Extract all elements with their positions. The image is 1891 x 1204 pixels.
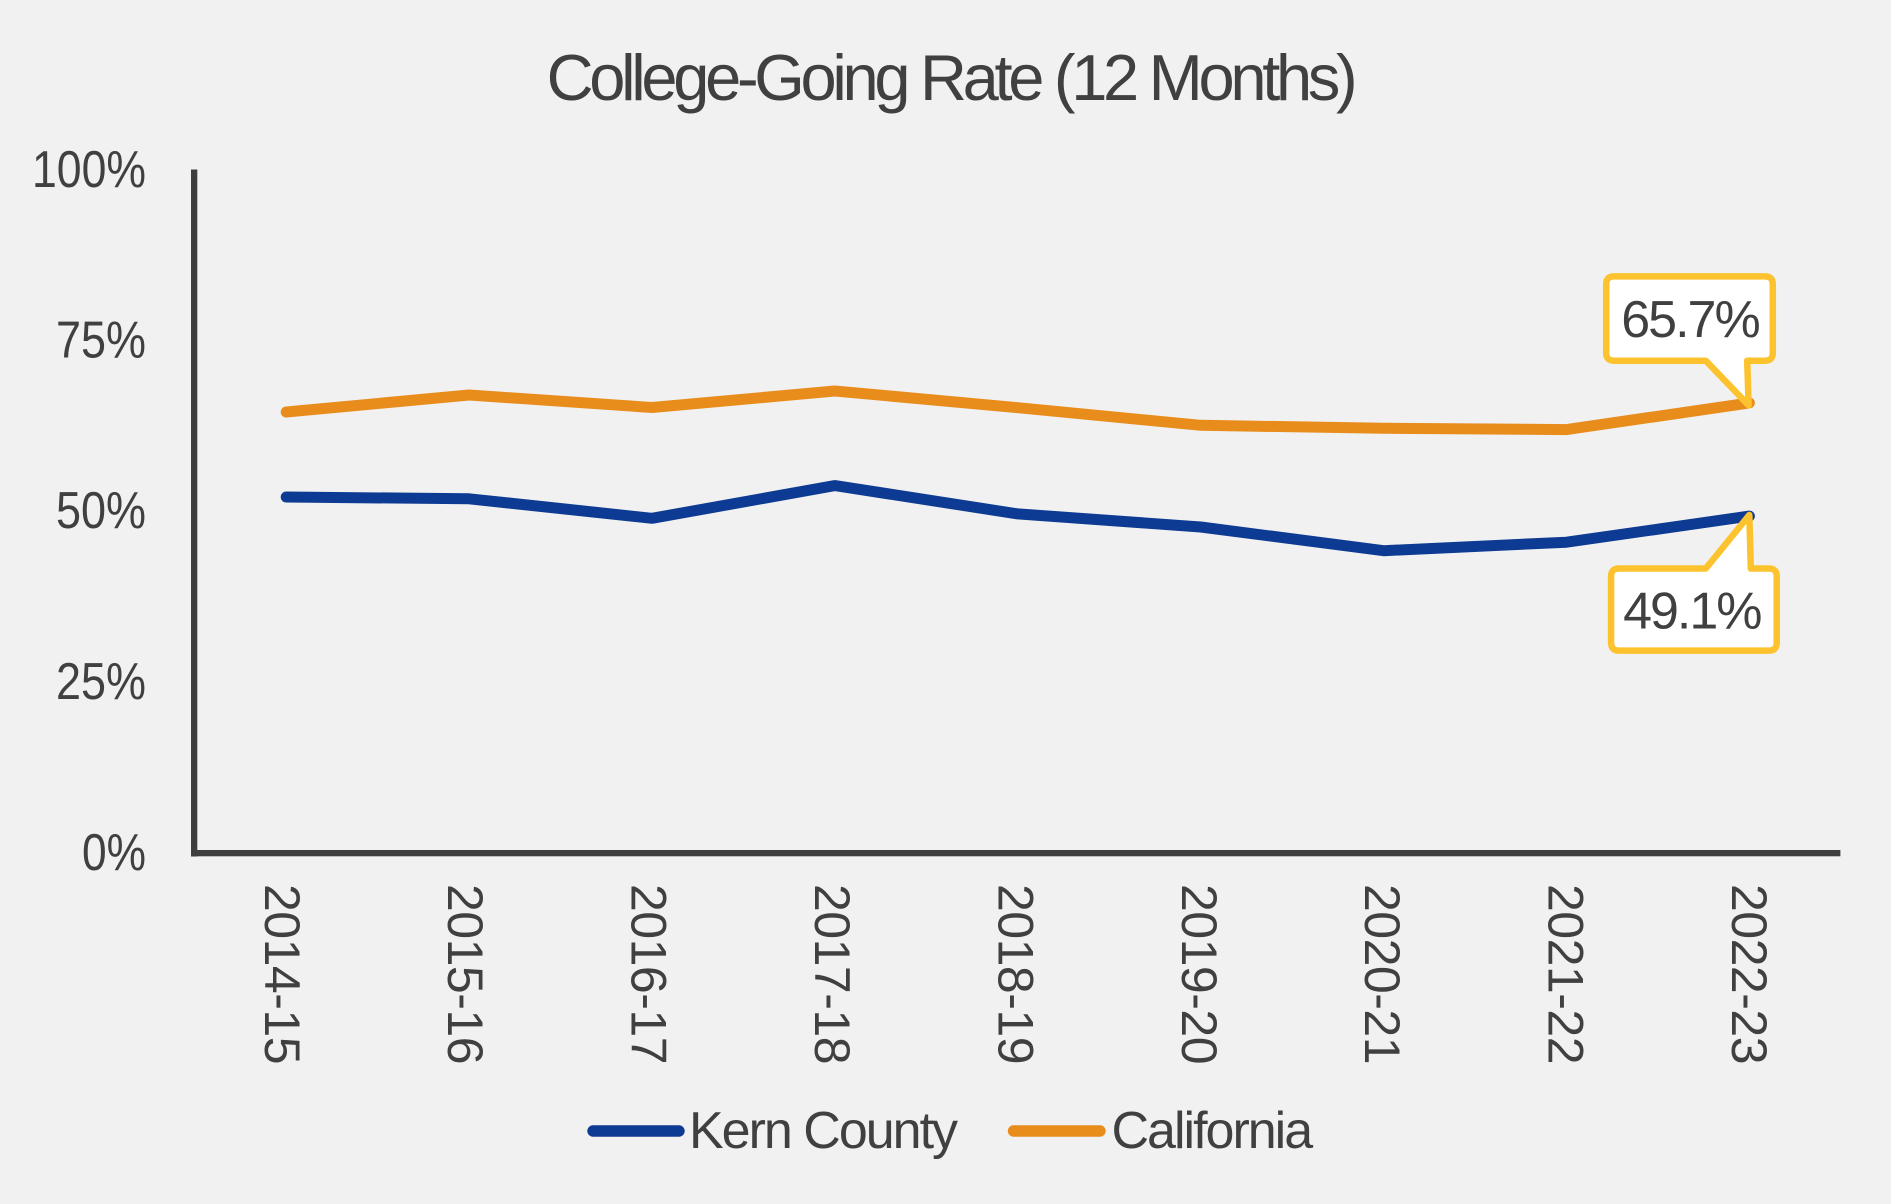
svg-text:2018-19: 2018-19 bbox=[987, 884, 1043, 1064]
svg-text:2017-18: 2017-18 bbox=[804, 884, 860, 1064]
svg-text:49.1%: 49.1% bbox=[1623, 583, 1761, 641]
svg-text:Kern County: Kern County bbox=[689, 1102, 958, 1160]
svg-text:25%: 25% bbox=[56, 653, 146, 711]
svg-text:2021-22: 2021-22 bbox=[1538, 884, 1594, 1064]
svg-text:2020-21: 2020-21 bbox=[1354, 884, 1410, 1064]
svg-text:50%: 50% bbox=[56, 482, 146, 540]
svg-text:75%: 75% bbox=[56, 312, 146, 370]
svg-text:2019-20: 2019-20 bbox=[1171, 884, 1227, 1064]
svg-text:2016-17: 2016-17 bbox=[621, 884, 677, 1064]
svg-text:65.7%: 65.7% bbox=[1621, 291, 1759, 349]
svg-text:College-Going Rate (12 Months): College-Going Rate (12 Months) bbox=[547, 41, 1354, 114]
svg-text:2022-23: 2022-23 bbox=[1721, 884, 1777, 1064]
svg-text:100%: 100% bbox=[32, 141, 146, 199]
svg-text:0%: 0% bbox=[82, 824, 146, 882]
svg-text:2014-15: 2014-15 bbox=[254, 884, 310, 1064]
svg-text:2015-16: 2015-16 bbox=[437, 884, 493, 1064]
svg-text:California: California bbox=[1112, 1102, 1314, 1160]
